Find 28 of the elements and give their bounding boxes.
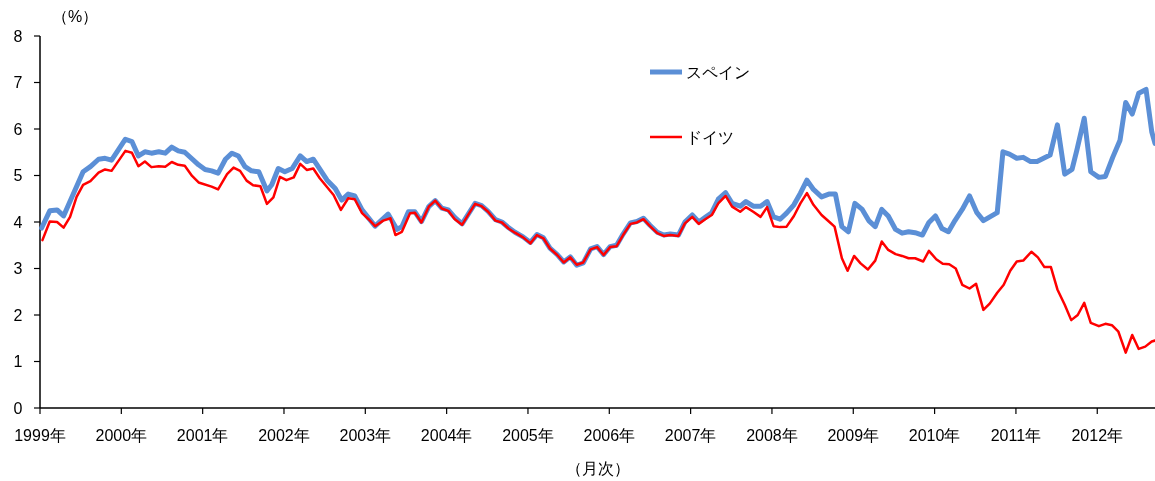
x-tick-label: 2010年 — [908, 427, 961, 444]
x-axis-title: （月次） — [565, 460, 630, 477]
y-tick-label: 7 — [13, 74, 23, 92]
y-tick-label: 0 — [13, 399, 23, 417]
y-tick-label: 4 — [13, 213, 23, 231]
y-tick-label: 5 — [13, 167, 23, 185]
x-tick-label: 2006年 — [583, 427, 636, 444]
legend-label: スペイン — [686, 63, 750, 81]
y-tick-label: 6 — [13, 120, 23, 138]
y-tick-label: 8 — [13, 27, 23, 45]
x-tick-label: 2002年 — [258, 427, 310, 444]
x-tick-label: 1999年 — [14, 427, 66, 444]
x-tick-label: 2007年 — [664, 427, 717, 444]
x-tick-label: 2004年 — [420, 427, 473, 444]
y-tick-label: 1 — [13, 353, 23, 371]
x-tick-label: 2009年 — [827, 427, 880, 444]
x-tick-label: 2008年 — [746, 427, 798, 444]
x-tick-label: 2003年 — [339, 427, 392, 444]
y-tick-label: 2 — [13, 306, 23, 324]
y-tick-label: 3 — [13, 260, 23, 278]
y-axis-title: （%） — [51, 8, 99, 25]
x-tick-label: 2000年 — [95, 427, 148, 444]
line-series — [41, 149, 1155, 354]
x-tick-label: 2001年 — [176, 427, 229, 444]
x-tick-label: 2012年 — [1071, 427, 1124, 444]
x-tick-label: 2005年 — [502, 427, 554, 444]
legend-label: ドイツ — [686, 128, 734, 146]
x-tick-label: 2011年 — [990, 427, 1042, 444]
